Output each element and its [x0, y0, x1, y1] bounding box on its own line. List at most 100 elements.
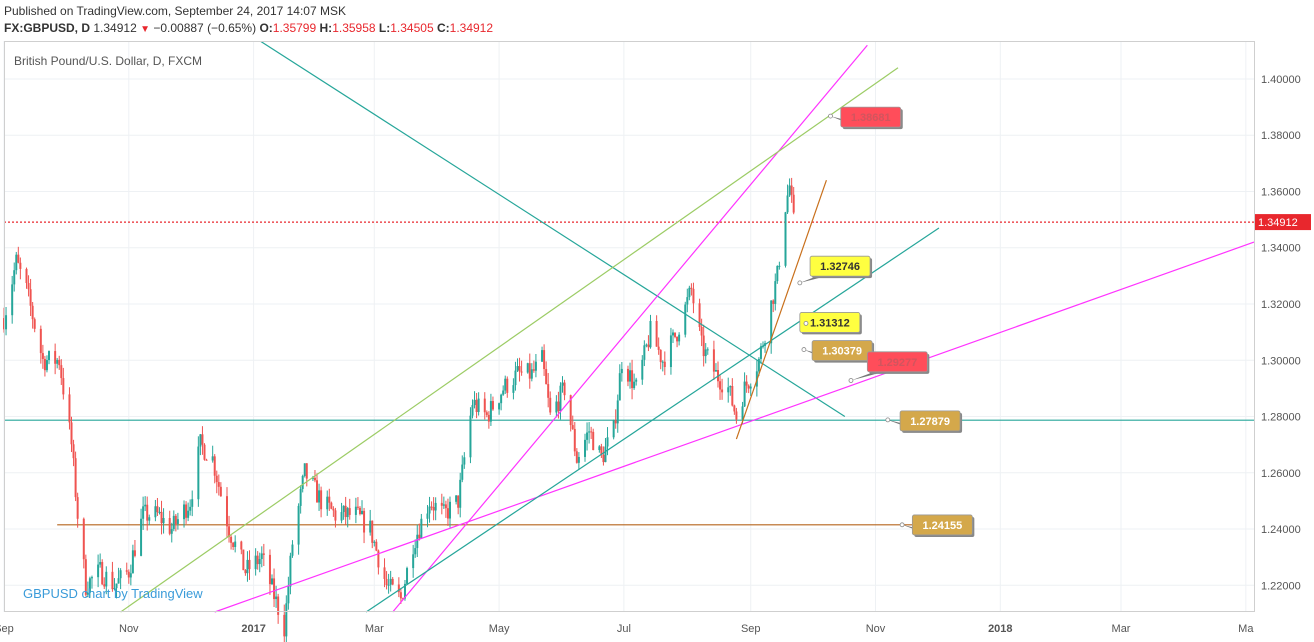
candle-body — [749, 386, 752, 389]
candle-body — [348, 508, 351, 515]
price-tick-label: 1.28000 — [1261, 412, 1301, 424]
price-change: −0.00887 (−0.65%) — [153, 21, 257, 35]
time-axis[interactable]: Sep Nov 2017 Mar May Jul Sep Nov 2018 Mar Ma — [0, 623, 1254, 635]
candle-body — [246, 559, 249, 574]
candle-body — [745, 381, 748, 386]
candle-body — [676, 336, 679, 342]
candle-body — [5, 315, 8, 330]
watermark[interactable]: GBPUSD chart by TradingView — [23, 586, 203, 601]
candle-body — [369, 520, 372, 533]
candle-body — [346, 508, 349, 518]
symbol-label: FX:GBPUSD, D — [4, 21, 91, 35]
candle-body — [629, 370, 632, 382]
candle-body — [530, 369, 533, 379]
candle-body — [33, 319, 36, 329]
candle-body — [659, 349, 662, 363]
candle-body — [311, 477, 314, 479]
candle-body — [600, 446, 603, 455]
candle-body — [391, 578, 394, 585]
candle-body — [17, 254, 20, 263]
candle-body — [459, 479, 462, 508]
candle-body — [434, 502, 437, 511]
candle-body — [228, 526, 231, 537]
candle-body — [262, 553, 265, 555]
price-tick-label: 1.36000 — [1261, 186, 1301, 198]
candle-body — [588, 431, 591, 433]
candle-body — [330, 502, 333, 509]
candle-body — [76, 497, 79, 519]
candle-body — [156, 506, 159, 513]
candle-body — [704, 349, 707, 357]
callout-anchor-dot — [828, 113, 833, 119]
candle-body — [354, 506, 357, 515]
callout-anchor-dot — [899, 522, 905, 528]
callout-anchor-dot — [801, 347, 807, 352]
candle-body — [15, 254, 18, 271]
candle-body — [485, 412, 488, 415]
callout-pointer — [830, 116, 865, 126]
callout-label: 1.30379 — [822, 346, 862, 358]
candle-body — [305, 463, 308, 479]
callout-box — [809, 255, 871, 277]
candle-body — [457, 495, 460, 508]
candle-body — [174, 515, 177, 524]
candle-body — [573, 428, 576, 452]
candle-body — [477, 398, 480, 412]
candle-body — [643, 345, 646, 360]
price-chart[interactable]: 1.38681 1.32746 1.31312 1.30379 1.29277 1.278… — [0, 41, 1314, 642]
candle-body — [189, 506, 192, 511]
callout-label: 1.31312 — [810, 317, 850, 329]
candle-body — [62, 378, 65, 395]
candle-body — [403, 583, 406, 599]
candle-body — [541, 350, 544, 362]
chart-title: British Pound/U.S. Dollar, D, FXCM — [14, 54, 202, 68]
price-axis[interactable]: 1.40000 1.38000 1.36000 1.34000 1.32000 1.300… — [1255, 74, 1311, 592]
candle-body — [442, 504, 445, 506]
time-tick-label: Nov — [119, 623, 139, 635]
candle-body — [316, 480, 319, 503]
candle-body — [19, 262, 22, 269]
candle-body — [784, 212, 787, 266]
candle-body — [712, 349, 715, 372]
candle-body — [506, 378, 509, 393]
candle-body — [285, 603, 288, 637]
candle-body — [39, 328, 42, 354]
candle-body — [620, 368, 623, 374]
candle-body — [792, 194, 795, 213]
candle-body — [663, 361, 666, 368]
candle-body — [489, 401, 492, 422]
candle-body — [520, 371, 523, 373]
candle-body — [473, 399, 476, 406]
callout-box — [911, 514, 973, 536]
candle-body — [203, 444, 206, 460]
candle-body — [172, 515, 175, 530]
candle-body — [11, 284, 14, 316]
candle-body — [277, 596, 280, 615]
candle-body — [498, 403, 501, 410]
last-price-tag-label: 1.34912 — [1258, 217, 1298, 229]
candle-body — [385, 578, 388, 586]
candle-body — [158, 511, 161, 513]
candle-body — [127, 571, 130, 578]
published-line: Published on TradingView.com, September … — [4, 4, 346, 18]
callout-label: 1.29277 — [877, 357, 917, 369]
candle-body — [559, 385, 562, 412]
candle-body — [260, 553, 263, 560]
candle-body — [518, 366, 521, 372]
candle-body — [526, 363, 529, 373]
time-tick-label: Jul — [617, 623, 631, 635]
candle-body — [363, 510, 366, 533]
candle-body — [217, 482, 220, 487]
candle-body — [547, 384, 550, 398]
candle-body — [205, 459, 208, 461]
candle-body — [549, 397, 552, 413]
candle-body — [232, 542, 235, 547]
low-value: 1.34505 — [390, 21, 434, 35]
time-tick-label: 2017 — [241, 623, 265, 635]
candle-body — [727, 387, 730, 393]
candle-body — [201, 434, 204, 445]
callout-label: 1.27879 — [910, 416, 950, 428]
trendline — [259, 41, 846, 418]
candle-body — [371, 520, 374, 543]
candle-body — [626, 368, 629, 382]
